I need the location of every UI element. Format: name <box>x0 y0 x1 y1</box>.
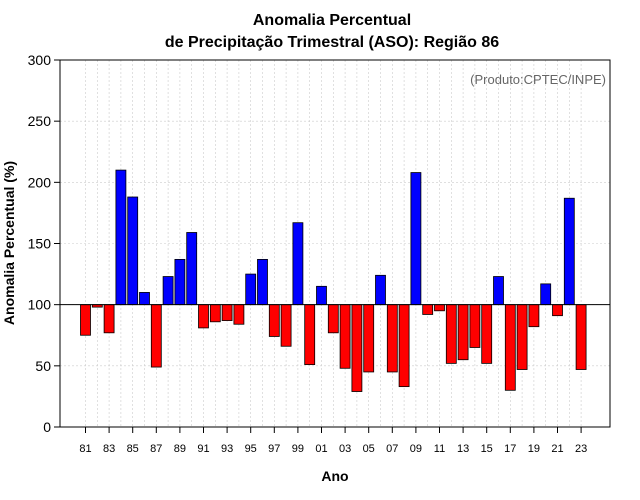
x-tick-label: 01 <box>315 443 327 455</box>
bar-08 <box>398 304 410 388</box>
bar-85 <box>127 196 139 306</box>
x-tick-label: 21 <box>551 443 563 455</box>
bar-17 <box>504 304 516 391</box>
bar-16 <box>493 276 504 306</box>
bar-99 <box>292 222 304 306</box>
grid <box>60 59 610 428</box>
x-tick-label: 83 <box>103 443 115 455</box>
x-tick-label: 23 <box>575 443 587 455</box>
x-tick-label: 81 <box>79 443 91 455</box>
bar-84 <box>115 169 127 306</box>
bar-14 <box>469 304 481 348</box>
bar-21 <box>552 304 563 317</box>
bar-09 <box>410 172 422 306</box>
x-tick-label: 11 <box>434 443 445 455</box>
bar-83 <box>103 304 115 334</box>
y-tick-label: 300 <box>28 52 52 68</box>
x-tick-label: 07 <box>386 443 398 455</box>
y-axis: 0 50 100 150 200 250 300 <box>28 52 60 435</box>
x-tick-label: 85 <box>127 443 139 455</box>
bar-86 <box>139 292 150 306</box>
x-tick-label: 13 <box>457 443 469 455</box>
bar-97 <box>268 304 280 337</box>
y-tick-label: 150 <box>28 236 52 252</box>
x-axis-title: Ano <box>321 468 348 484</box>
y-tick-label: 200 <box>28 174 52 190</box>
x-tick-label: 17 <box>504 443 516 455</box>
x-tick-label: 99 <box>292 443 304 455</box>
y-tick-label: 250 <box>28 113 52 129</box>
bar-12 <box>445 304 457 364</box>
bar-81 <box>80 304 91 336</box>
x-tick-label: 93 <box>221 443 233 455</box>
bar-13 <box>457 304 469 361</box>
bar-03 <box>339 304 351 369</box>
bar-15 <box>481 304 493 364</box>
x-tick-label: 15 <box>481 443 493 455</box>
bar-96 <box>257 258 268 306</box>
bar-20 <box>540 283 552 306</box>
x-tick-label: 97 <box>268 443 280 455</box>
bar-89 <box>174 258 186 306</box>
bar-04 <box>351 304 363 392</box>
bar-88 <box>162 276 174 306</box>
bar-11 <box>434 304 445 312</box>
x-tick-label: 89 <box>174 443 186 455</box>
bar-23 <box>575 304 587 370</box>
y-axis-title: Anomalia Percentual (%) <box>1 161 17 325</box>
x-axis: 81 83 85 87 89 91 93 95 97 99 01 03 05 07 09 11 13 15 17 19… <box>79 427 587 455</box>
bars <box>80 169 587 392</box>
chart-subtitle: de Precipitação Trimestral (ASO): Região… <box>165 34 499 51</box>
bar-92 <box>209 304 221 323</box>
x-tick-label: 05 <box>363 443 375 455</box>
bar-00 <box>304 304 316 366</box>
chart-title: Anomalia Percentual <box>253 12 411 29</box>
bar-02 <box>327 304 339 334</box>
bar-19 <box>528 304 540 328</box>
bar-22 <box>563 197 575 306</box>
y-tick-label: 0 <box>43 419 51 435</box>
x-tick-label: 87 <box>150 443 162 455</box>
bar-06 <box>375 274 386 306</box>
plot-frame <box>59 59 611 428</box>
bar-98 <box>280 304 292 347</box>
bar-90 <box>186 232 198 306</box>
y-tick-label: 100 <box>28 297 52 313</box>
x-tick-label: 19 <box>528 443 540 455</box>
bar-91 <box>198 304 209 329</box>
bar-05 <box>363 304 375 373</box>
bar-18 <box>516 304 528 370</box>
y-tick-label: 50 <box>35 358 51 374</box>
x-tick-label: 95 <box>245 443 257 455</box>
bar-87 <box>150 304 162 368</box>
credit-annotation: (Produto:CPTEC/INPE) <box>470 72 606 87</box>
bar-10 <box>422 304 434 315</box>
bar-95 <box>245 273 257 306</box>
bar-93 <box>221 304 233 321</box>
bar-07 <box>386 304 398 373</box>
x-tick-label: 03 <box>339 443 351 455</box>
x-tick-label: 09 <box>410 443 422 455</box>
bar-01 <box>316 285 327 306</box>
x-tick-label: 91 <box>197 443 209 455</box>
bar-94 <box>233 304 245 325</box>
